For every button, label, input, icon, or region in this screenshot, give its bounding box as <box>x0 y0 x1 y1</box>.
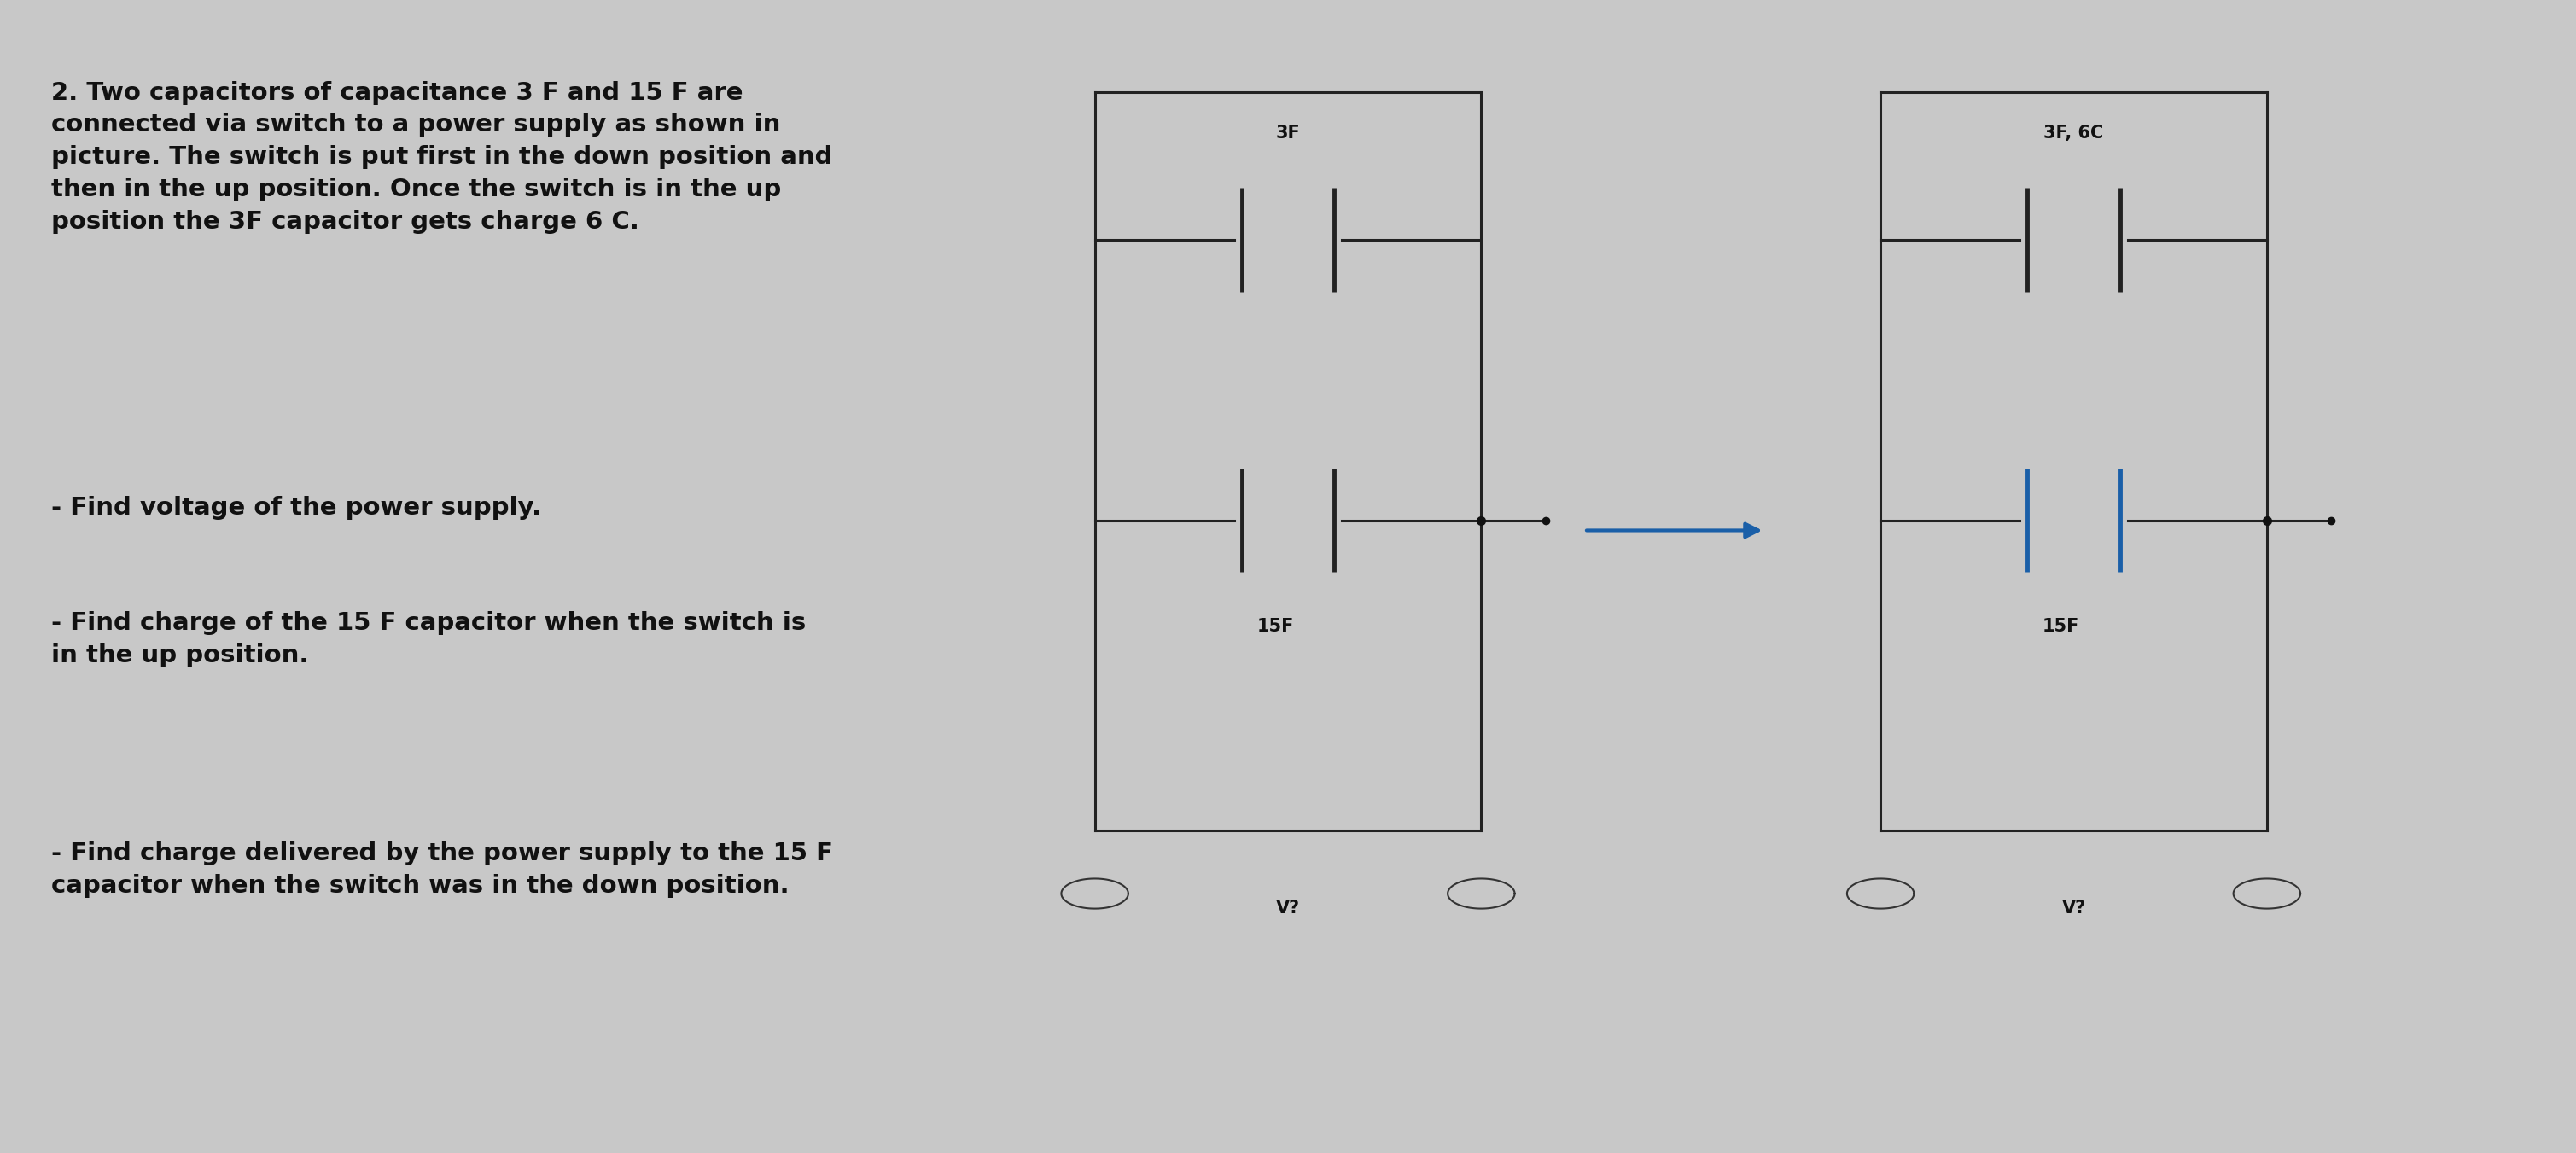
Text: 15F: 15F <box>1257 618 1293 635</box>
Text: 3F: 3F <box>1275 125 1301 142</box>
Text: 2. Two capacitors of capacitance 3 F and 15 F are
connected via switch to a powe: 2. Two capacitors of capacitance 3 F and… <box>52 81 832 234</box>
Text: - Find voltage of the power supply.: - Find voltage of the power supply. <box>52 496 541 520</box>
Text: - Find charge of the 15 F capacitor when the switch is
in the up position.: - Find charge of the 15 F capacitor when… <box>52 611 806 668</box>
Text: 15F: 15F <box>2043 618 2079 635</box>
Text: V?: V? <box>2061 899 2087 917</box>
Text: V?: V? <box>1275 899 1301 917</box>
Text: - Find charge delivered by the power supply to the 15 F
capacitor when the switc: - Find charge delivered by the power sup… <box>52 842 835 898</box>
Text: 3F, 6C: 3F, 6C <box>2043 125 2105 142</box>
